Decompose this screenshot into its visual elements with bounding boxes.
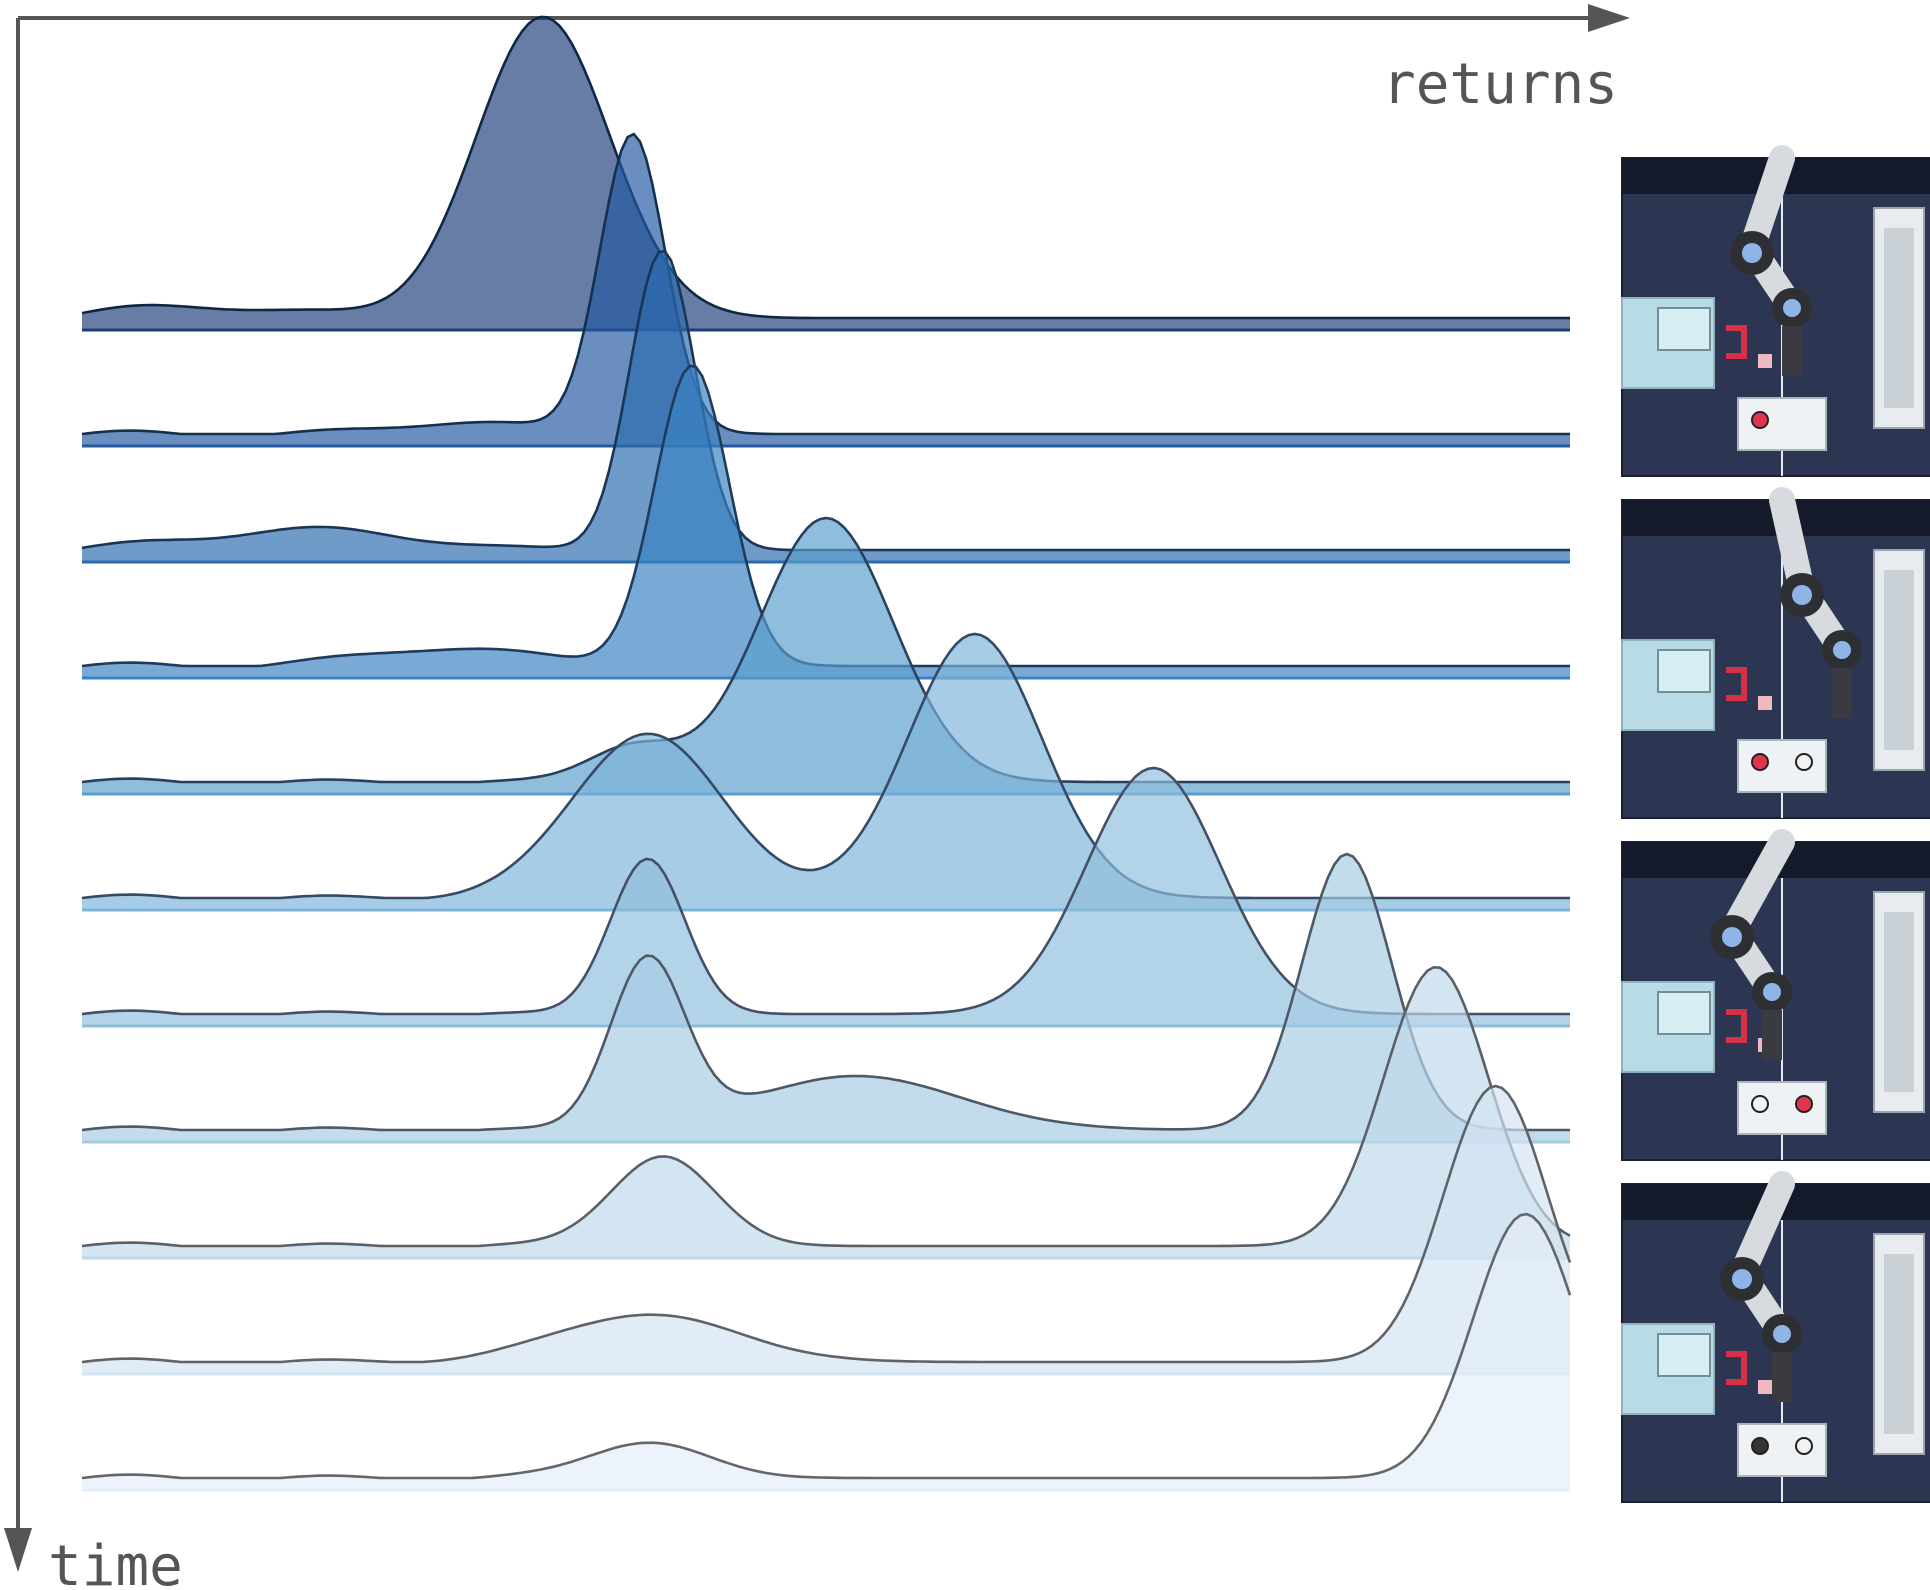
ridge-area-5 bbox=[82, 518, 1570, 794]
robot-gripper bbox=[1772, 1352, 1792, 1402]
panel-button-2 bbox=[1795, 1095, 1813, 1113]
button-panel bbox=[1737, 1423, 1827, 1477]
drawer-handle bbox=[1726, 1009, 1747, 1043]
axes: returns time bbox=[4, 4, 1630, 1590]
panel-button-1 bbox=[1751, 411, 1769, 429]
small-cube bbox=[1758, 354, 1772, 368]
ridge-area-11 bbox=[82, 1214, 1570, 1490]
button-panel bbox=[1737, 1081, 1827, 1135]
robot-joint-cap-2 bbox=[1783, 299, 1801, 317]
x-axis-label: returns bbox=[1382, 52, 1618, 117]
robot-joint-cap-1 bbox=[1722, 927, 1742, 947]
window-pane bbox=[1884, 228, 1914, 408]
ridge-line-8 bbox=[81, 852, 1570, 1132]
ridge-line-2 bbox=[81, 132, 1570, 436]
robot-thumbnails bbox=[1621, 145, 1930, 1503]
robot-scene-3-thumbnail bbox=[1621, 829, 1930, 1161]
y-axis-label: time bbox=[48, 1534, 183, 1590]
ridge-line-1 bbox=[81, 15, 1570, 320]
drawer-top bbox=[1657, 307, 1711, 351]
robot-scene-4-thumbnail bbox=[1621, 1171, 1930, 1503]
ridge-line-3 bbox=[81, 249, 1570, 552]
robot-joint-cap-2 bbox=[1833, 641, 1851, 659]
robot-gripper bbox=[1832, 668, 1852, 718]
drawer-top bbox=[1657, 1333, 1711, 1377]
panel-button-1 bbox=[1751, 1095, 1769, 1113]
ridge-area-10 bbox=[82, 1086, 1570, 1374]
ridge-area-2 bbox=[82, 134, 1570, 446]
button-panel bbox=[1737, 739, 1827, 793]
panel-button-1 bbox=[1751, 1437, 1769, 1455]
ridge-line-11 bbox=[81, 1212, 1572, 1480]
ridge-area-3 bbox=[82, 251, 1570, 562]
robot-joint-cap-2 bbox=[1773, 1325, 1791, 1343]
ridge-line-5 bbox=[81, 516, 1570, 784]
robot-joint-cap-2 bbox=[1763, 983, 1781, 1001]
drawer-handle bbox=[1726, 1351, 1747, 1385]
window-pane bbox=[1884, 570, 1914, 750]
drawer-top bbox=[1657, 991, 1711, 1035]
drawer-top bbox=[1657, 649, 1711, 693]
ridge-line-9 bbox=[81, 965, 1571, 1248]
small-cube bbox=[1758, 696, 1772, 710]
window-pane bbox=[1884, 1254, 1914, 1434]
small-cube bbox=[1758, 1380, 1772, 1394]
robot-gripper bbox=[1762, 1010, 1782, 1060]
drawer-handle bbox=[1726, 325, 1747, 359]
y-axis-arrow bbox=[4, 1528, 32, 1572]
ridgeline-series bbox=[81, 15, 1572, 1492]
robot-joint-cap-1 bbox=[1792, 585, 1812, 605]
robot-joint-cap-1 bbox=[1742, 243, 1762, 263]
robot-scene-2-thumbnail bbox=[1621, 487, 1930, 819]
panel-button-1 bbox=[1751, 753, 1769, 771]
robot-gripper bbox=[1782, 326, 1802, 376]
robot-scene-1-thumbnail bbox=[1621, 145, 1930, 477]
drawer-handle bbox=[1726, 667, 1747, 701]
ridge-area-1 bbox=[82, 16, 1570, 331]
panel-button-2 bbox=[1795, 753, 1813, 771]
x-axis-arrow bbox=[1588, 4, 1630, 32]
robot-joint-cap-1 bbox=[1732, 1269, 1752, 1289]
ridge-area-7 bbox=[82, 768, 1570, 1026]
panel-button-2 bbox=[1795, 1437, 1813, 1455]
ridge-line-10 bbox=[81, 1084, 1572, 1364]
ridge-area-9 bbox=[82, 967, 1570, 1258]
button-panel bbox=[1737, 397, 1827, 451]
window-pane bbox=[1884, 912, 1914, 1092]
